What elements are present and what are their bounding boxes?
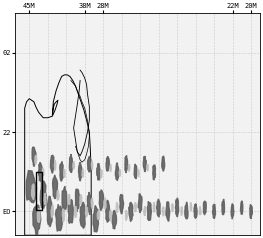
Polygon shape: [68, 194, 70, 205]
Polygon shape: [153, 165, 155, 180]
Polygon shape: [153, 202, 155, 212]
Polygon shape: [119, 169, 120, 176]
Polygon shape: [147, 164, 148, 171]
Polygon shape: [88, 156, 91, 172]
Polygon shape: [116, 202, 118, 213]
Polygon shape: [55, 204, 62, 231]
Polygon shape: [79, 162, 82, 181]
Polygon shape: [129, 203, 133, 222]
Polygon shape: [97, 163, 100, 180]
Polygon shape: [69, 154, 73, 173]
Polygon shape: [51, 205, 54, 217]
Polygon shape: [106, 200, 110, 222]
Polygon shape: [110, 164, 111, 172]
Polygon shape: [222, 199, 225, 215]
Polygon shape: [38, 162, 42, 182]
Polygon shape: [64, 169, 65, 178]
Polygon shape: [120, 195, 124, 214]
Polygon shape: [194, 204, 197, 218]
Polygon shape: [138, 194, 142, 213]
Polygon shape: [82, 169, 84, 177]
Polygon shape: [172, 204, 173, 212]
Polygon shape: [213, 204, 215, 219]
Polygon shape: [190, 203, 192, 211]
Polygon shape: [62, 209, 65, 222]
Polygon shape: [125, 155, 128, 173]
Polygon shape: [60, 162, 64, 181]
Polygon shape: [80, 194, 82, 204]
Polygon shape: [231, 204, 234, 219]
Polygon shape: [54, 160, 56, 170]
Polygon shape: [80, 203, 85, 228]
Polygon shape: [32, 147, 36, 166]
Polygon shape: [93, 205, 98, 232]
Polygon shape: [156, 199, 160, 217]
Polygon shape: [135, 202, 136, 212]
Polygon shape: [73, 161, 74, 169]
Polygon shape: [97, 211, 100, 220]
Polygon shape: [125, 211, 127, 220]
Polygon shape: [185, 202, 188, 219]
Polygon shape: [109, 210, 112, 221]
Polygon shape: [143, 156, 146, 172]
Polygon shape: [106, 156, 109, 171]
Polygon shape: [240, 201, 243, 214]
Polygon shape: [68, 199, 73, 223]
Polygon shape: [26, 171, 37, 203]
Polygon shape: [128, 164, 130, 171]
Polygon shape: [44, 193, 46, 205]
Polygon shape: [203, 201, 206, 215]
Polygon shape: [115, 163, 119, 181]
Polygon shape: [87, 192, 91, 215]
Polygon shape: [147, 201, 151, 221]
Polygon shape: [62, 186, 67, 211]
Polygon shape: [91, 198, 93, 209]
Polygon shape: [37, 208, 40, 223]
Polygon shape: [166, 202, 170, 221]
Polygon shape: [57, 190, 59, 200]
Polygon shape: [144, 206, 146, 216]
Polygon shape: [91, 161, 93, 170]
Polygon shape: [199, 206, 201, 215]
Polygon shape: [42, 168, 44, 176]
Bar: [36, 172, 42, 210]
Polygon shape: [104, 198, 106, 209]
Polygon shape: [101, 170, 102, 178]
Polygon shape: [50, 155, 54, 173]
Polygon shape: [85, 207, 88, 217]
Polygon shape: [162, 207, 164, 216]
Polygon shape: [134, 164, 137, 179]
Polygon shape: [47, 196, 52, 227]
Polygon shape: [99, 190, 104, 211]
Polygon shape: [53, 175, 58, 199]
Polygon shape: [175, 198, 179, 217]
Polygon shape: [74, 206, 77, 218]
Polygon shape: [75, 189, 80, 212]
Polygon shape: [40, 181, 47, 208]
Polygon shape: [162, 156, 165, 171]
Polygon shape: [112, 210, 117, 229]
Polygon shape: [33, 205, 41, 236]
Polygon shape: [181, 207, 183, 216]
Polygon shape: [32, 184, 34, 200]
Polygon shape: [35, 155, 37, 164]
Polygon shape: [138, 169, 139, 177]
Polygon shape: [250, 205, 252, 219]
